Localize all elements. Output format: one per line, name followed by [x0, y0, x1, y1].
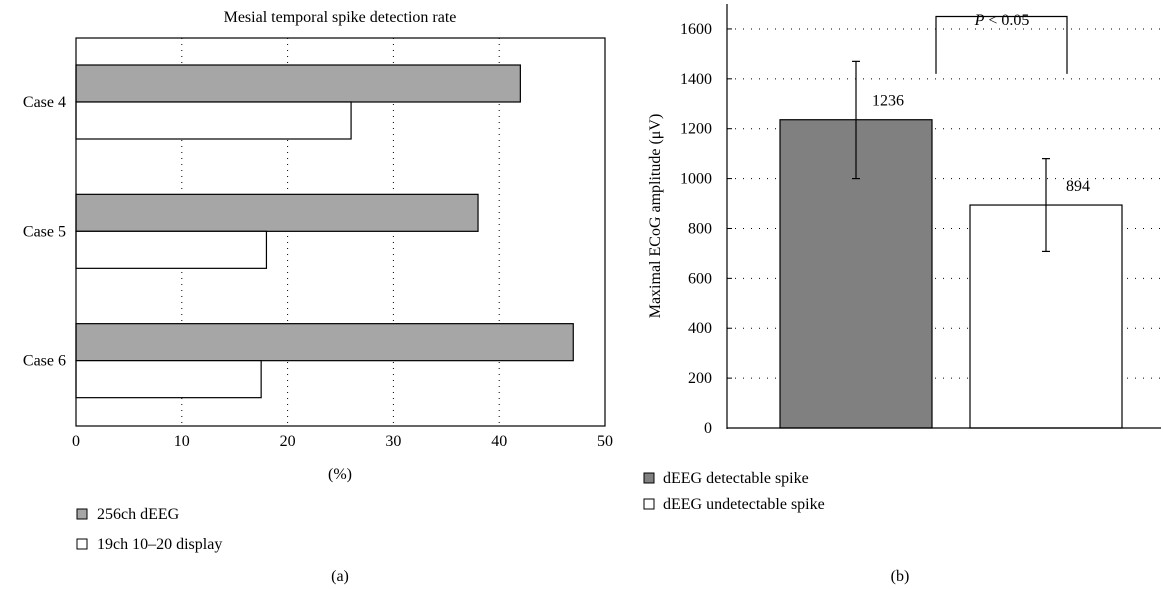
- y-tick-label-1000: 1000: [680, 171, 712, 188]
- chart-b-y-axis-label: Maximal ECoG amplitude (μV): [647, 114, 664, 319]
- x-tick-label-0: 0: [72, 433, 80, 450]
- y-tick-label-800: 800: [688, 220, 712, 237]
- chart-a-x-axis-label: (%): [328, 466, 352, 483]
- category-label-case-6: Case 6: [23, 353, 66, 370]
- y-tick-label-1400: 1400: [680, 71, 712, 88]
- chart-b-significance-bracket: [935, 15, 1068, 74]
- chart-b-bars: 1236 894: [779, 60, 1123, 429]
- chart-a-category-labels: Case 4 Case 5 Case 6: [23, 94, 66, 370]
- y-tick-label-0: 0: [704, 420, 712, 437]
- legend-label-undetectable: dEEG undetectable spike: [663, 496, 825, 513]
- chart-a-spike-detection-rate: Mesial temporal spike detection rate Cas…: [23, 9, 613, 585]
- bar-case-5-256ch-deeg: [75, 193, 479, 232]
- chart-b-axes: [726, 4, 1161, 429]
- x-tick-label-50: 50: [597, 433, 613, 450]
- legend-swatch-detectable: [643, 472, 655, 484]
- legend-swatch-19ch-display: [76, 538, 88, 550]
- chart-b-panel-label: (b): [891, 568, 910, 585]
- category-label-case-5: Case 5: [23, 223, 66, 240]
- chart-b-y-tick-labels: 0 200 400 600 800 1000 1200 1400 1600: [680, 21, 732, 437]
- significance-bracket-line: [935, 15, 1068, 74]
- y-tick-label-400: 400: [688, 320, 712, 337]
- value-label-deeg-undetectable-spike: 894: [1066, 178, 1090, 195]
- bar-case-6-256ch-deeg: [75, 323, 574, 362]
- legend-swatch-undetectable: [643, 498, 655, 510]
- x-tick-label-30: 30: [385, 433, 401, 450]
- chart-b-legend: dEEG detectable spike dEEG undetectable …: [643, 470, 825, 513]
- legend-swatch-256ch-deeg: [76, 508, 88, 520]
- y-tick-label-1600: 1600: [680, 21, 712, 38]
- category-label-case-4: Case 4: [23, 94, 66, 111]
- y-tick-label-1200: 1200: [680, 121, 712, 138]
- legend-label-19ch-display: 19ch 10–20 display: [97, 536, 222, 553]
- bar-case-5-19ch-10-20-display: [75, 230, 268, 269]
- chart-a-bars: [75, 64, 574, 399]
- legend-label-256ch-deeg: 256ch dEEG: [97, 506, 180, 523]
- bar-deeg-undetectable-spike: [969, 204, 1123, 429]
- bar-case-6-19ch-10-20-display: [75, 360, 262, 399]
- y-tick-label-600: 600: [688, 270, 712, 287]
- chart-b-p-value: P < 0.05: [974, 12, 1030, 29]
- chart-b-gridlines: [727, 28, 1161, 379]
- x-tick-label-20: 20: [280, 433, 296, 450]
- error-bar-deeg-undetectable-spike: [1042, 158, 1050, 253]
- bar-case-4-256ch-deeg: [75, 64, 521, 103]
- x-tick-label-10: 10: [174, 433, 190, 450]
- chart-a-title: Mesial temporal spike detection rate: [224, 9, 457, 26]
- bar-deeg-detectable-spike: [779, 119, 933, 429]
- error-bar-deeg-detectable-spike: [852, 60, 860, 180]
- chart-a-x-tick-labels: 0 10 20 30 40 50: [72, 433, 613, 450]
- chart-a-plot-frame: [75, 37, 606, 427]
- y-tick-label-200: 200: [688, 370, 712, 387]
- chart-a-legend: 256ch dEEG 19ch 10–20 display: [76, 506, 222, 553]
- chart-a-panel-label: (a): [331, 568, 349, 585]
- legend-label-detectable: dEEG detectable spike: [663, 470, 809, 487]
- x-tick-label-40: 40: [491, 433, 507, 450]
- value-label-deeg-detectable-spike: 1236: [872, 93, 904, 110]
- bar-case-4-19ch-10-20-display: [75, 101, 352, 140]
